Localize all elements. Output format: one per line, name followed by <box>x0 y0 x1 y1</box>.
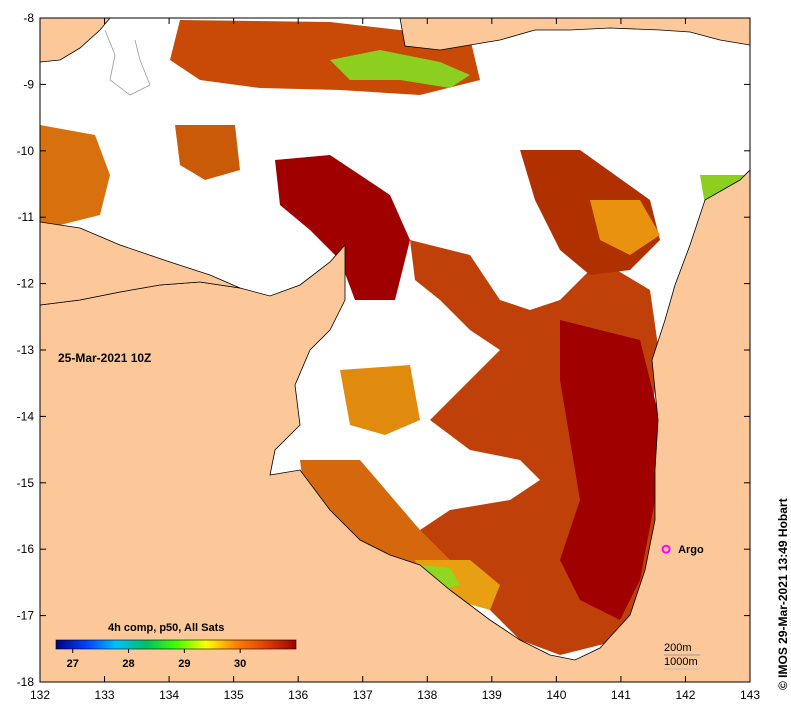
sst-patch-ne-orange <box>590 200 660 255</box>
argo-label: Argo <box>678 544 704 556</box>
x-tick-label: 136 <box>288 688 308 702</box>
colorbar-tick-label: 27 <box>67 658 79 670</box>
land-north-coast <box>399 18 750 51</box>
land-nw-island <box>40 18 111 63</box>
y-axis: -8 -9 -10 -11 -12 -13 -14 -15 -16 -17 -18 <box>17 11 750 689</box>
x-tick-label: 141 <box>611 688 631 702</box>
sst-patch-west-mid <box>340 365 420 435</box>
y-tick-label: -10 <box>17 144 35 158</box>
colorbar-tick-label: 30 <box>234 658 246 670</box>
x-tick-label: 135 <box>224 688 244 702</box>
colorbar: 4h comp, p50, All Sats 27 28 29 30 <box>55 622 297 670</box>
y-tick-label: -13 <box>17 343 35 357</box>
credit-text: © IMOS 29-Mar-2021 13:49 Hobart <box>776 498 790 690</box>
x-tick-label: 137 <box>353 688 373 702</box>
y-tick-label: -18 <box>17 675 35 689</box>
x-tick-label: 133 <box>95 688 115 702</box>
sst-patch-north-green <box>330 50 470 88</box>
x-tick-label: 138 <box>417 688 437 702</box>
y-tick-label: -15 <box>17 476 35 490</box>
x-tick-label: 139 <box>482 688 502 702</box>
depth-legend-200m: 200m <box>664 642 692 654</box>
argo-marker: Argo <box>661 544 704 556</box>
colorbar-tick-label: 29 <box>178 658 190 670</box>
colorbar-ticks: 27 28 29 30 <box>67 649 246 670</box>
sst-patch-west <box>40 125 110 225</box>
x-tick-label: 143 <box>740 688 760 702</box>
y-tick-label: -11 <box>18 210 35 224</box>
y-tick-label: -8 <box>23 11 34 25</box>
argo-dot <box>661 544 671 554</box>
x-tick-label: 132 <box>30 688 50 702</box>
contour-line-nw <box>104 29 151 96</box>
depth-contours <box>104 29 151 96</box>
colorbar-gradient <box>55 639 297 650</box>
colorbar-title: 4h comp, p50, All Sats <box>108 622 224 634</box>
x-tick-label: 134 <box>159 688 179 702</box>
sst-patch-sw-green <box>420 565 460 590</box>
colorbar-tick-label: 28 <box>122 658 134 670</box>
x-axis: 132 133 134 135 136 137 138 139 140 141 142 143 <box>30 18 760 702</box>
land-layer <box>40 18 750 682</box>
x-tick-label: 142 <box>675 688 695 702</box>
sst-patch-gulf-hot <box>275 155 410 300</box>
depth-legend: 200m 1000m <box>664 642 700 670</box>
y-tick-label: -17 <box>17 609 35 623</box>
map-layers <box>40 18 750 682</box>
land-peninsula-west <box>40 221 241 306</box>
sst-patch-west-2 <box>175 125 240 180</box>
y-tick-label: -14 <box>17 409 35 423</box>
x-tick-label: 140 <box>546 688 566 702</box>
y-tick-label: -16 <box>17 542 35 556</box>
sst-patch-east-hot <box>560 320 660 620</box>
depth-legend-1000m: 1000m <box>664 656 698 668</box>
y-tick-label: -9 <box>23 77 34 91</box>
land-mainland <box>40 169 750 682</box>
date-label: 25-Mar-2021 10Z <box>58 351 151 365</box>
y-tick-label: -12 <box>17 277 35 291</box>
